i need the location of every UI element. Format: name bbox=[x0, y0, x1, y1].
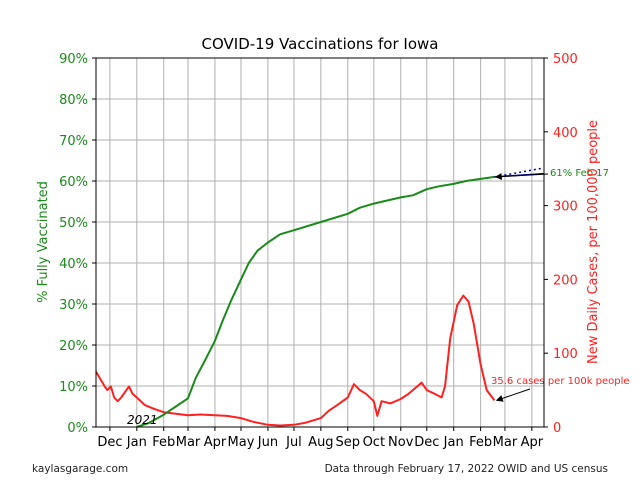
annotation-arrow-cases bbox=[495, 388, 531, 402]
projection-trend-line bbox=[494, 167, 545, 178]
series-lines bbox=[95, 167, 545, 428]
annotation-cases: 35.6 cases per 100k people bbox=[491, 376, 630, 387]
x-tick-label: Apr bbox=[204, 435, 227, 450]
right-tick-label: 300 bbox=[553, 200, 578, 215]
x-tick-label: Jan bbox=[126, 435, 147, 450]
x-tick-label: Mar bbox=[176, 435, 201, 450]
left-tick-label: 60% bbox=[59, 175, 88, 190]
x-tick-label: Nov bbox=[388, 435, 414, 450]
x-tick-label: Sep bbox=[336, 435, 361, 450]
year-annotation: 2021 bbox=[127, 413, 158, 427]
footer-data-note: Data through February 17, 2022 OWID and … bbox=[324, 463, 608, 475]
x-tick-label: Feb bbox=[469, 435, 492, 450]
footer-source: kaylasgarage.com bbox=[32, 463, 129, 475]
series-fully-vaccinated bbox=[136, 175, 495, 428]
x-tick-label: Dec bbox=[97, 435, 122, 450]
right-tick-label: 100 bbox=[553, 347, 578, 362]
left-tick-label: 20% bbox=[59, 339, 88, 354]
x-tick-label: Dec bbox=[414, 435, 439, 450]
x-tick-label: Oct bbox=[363, 435, 385, 450]
left-tick-label: 30% bbox=[59, 298, 88, 313]
x-tick-label: May bbox=[228, 435, 255, 450]
left-tick-label: 0% bbox=[67, 421, 88, 436]
x-tick-label: Feb bbox=[152, 435, 175, 450]
left-tick-label: 70% bbox=[59, 134, 88, 149]
x-tick-label: Mar bbox=[493, 435, 518, 450]
series-new-daily-cases bbox=[95, 294, 496, 427]
annotation-arrow-vaccinated bbox=[494, 173, 549, 181]
left-tick-label: 80% bbox=[59, 93, 88, 108]
x-tick-label: Apr bbox=[521, 435, 544, 450]
x-axis-ticks: Dec Jan Feb Mar Apr May Jun Jul Aug Sep Oct Nov Dec J… bbox=[97, 427, 544, 450]
plot-frame bbox=[95, 57, 545, 428]
right-tick-label: 200 bbox=[553, 273, 578, 288]
x-tick-label: Aug bbox=[308, 435, 333, 450]
x-tick-label: Jan bbox=[443, 435, 464, 450]
right-tick-label: 0 bbox=[553, 421, 561, 436]
left-tick-label: 90% bbox=[59, 52, 88, 67]
right-tick-label: 500 bbox=[553, 52, 578, 67]
annotation-vaccinated: 61% Feb 17 bbox=[550, 168, 609, 179]
chart-title: COVID-19 Vaccinations for Iowa bbox=[202, 35, 439, 53]
annotations: 61% Feb 17 35.6 cases per 100k people bbox=[491, 168, 630, 402]
left-tick-label: 50% bbox=[59, 216, 88, 231]
right-tick-label: 400 bbox=[553, 126, 578, 141]
x-tick-label: Jun bbox=[257, 435, 278, 450]
grid-lines bbox=[96, 57, 544, 428]
right-axis-ticks: 0 100 200 300 400 500 bbox=[544, 52, 578, 436]
left-axis-label: % Fully Vaccinated bbox=[36, 181, 51, 303]
left-tick-label: 40% bbox=[59, 257, 88, 272]
left-axis-ticks: 0% 10% 20% 30% 40% 50% 60% 70% 80% 90% bbox=[59, 52, 96, 436]
left-tick-label: 10% bbox=[59, 380, 88, 395]
right-axis-label: New Daily Cases, per 100,000 people bbox=[586, 120, 601, 364]
x-tick-label: Jul bbox=[285, 435, 302, 450]
